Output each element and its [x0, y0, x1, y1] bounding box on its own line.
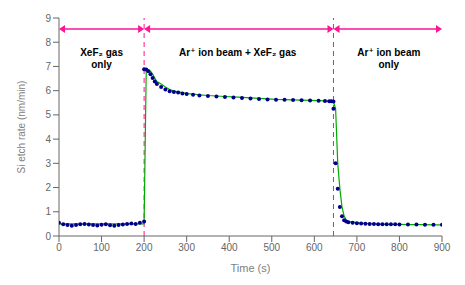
svg-text:1: 1 — [45, 206, 51, 217]
svg-text:700: 700 — [349, 242, 366, 253]
svg-text:900: 900 — [434, 242, 451, 253]
svg-text:300: 300 — [178, 242, 195, 253]
svg-text:600: 600 — [306, 242, 323, 253]
svg-text:7: 7 — [45, 61, 51, 72]
svg-text:Ar⁺ ion beam + XeF₂ gas: Ar⁺ ion beam + XeF₂ gas — [179, 47, 297, 58]
svg-text:Ar⁺ ion beamonly: Ar⁺ ion beamonly — [357, 47, 420, 70]
svg-text:4: 4 — [45, 134, 51, 145]
svg-text:100: 100 — [93, 242, 110, 253]
svg-text:800: 800 — [391, 242, 408, 253]
svg-text:Si etch rate (nm/min): Si etch rate (nm/min) — [16, 81, 27, 174]
svg-text:500: 500 — [263, 242, 280, 253]
svg-text:0: 0 — [45, 231, 51, 242]
svg-text:200: 200 — [136, 242, 153, 253]
svg-text:6: 6 — [45, 85, 51, 96]
svg-text:Time (s): Time (s) — [231, 262, 271, 274]
svg-text:3: 3 — [45, 158, 51, 169]
svg-text:5: 5 — [45, 109, 51, 120]
svg-text:2: 2 — [45, 182, 51, 193]
svg-text:0: 0 — [56, 242, 62, 253]
svg-text:XeF₂ gasonly: XeF₂ gasonly — [80, 47, 123, 70]
svg-text:9: 9 — [45, 13, 51, 24]
svg-text:8: 8 — [45, 37, 51, 48]
svg-text:400: 400 — [221, 242, 238, 253]
